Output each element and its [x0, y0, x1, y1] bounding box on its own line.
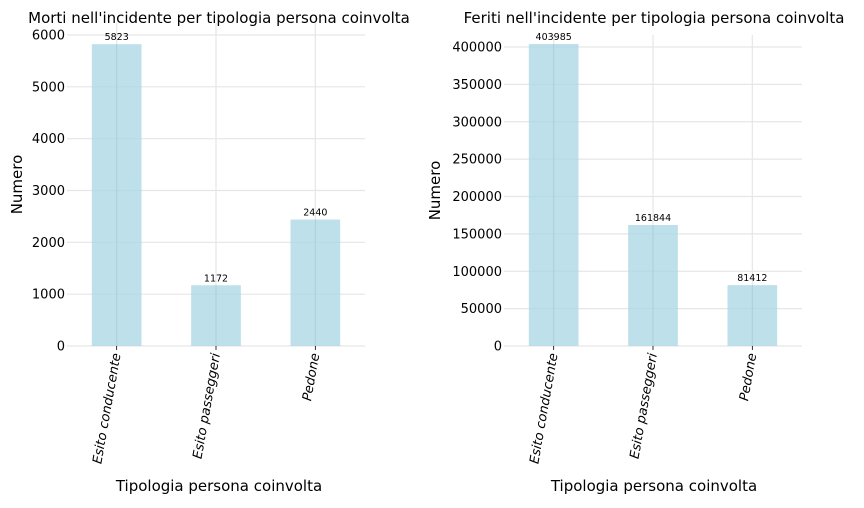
bar-value-label: 1172	[204, 273, 228, 284]
y-tick-label: 1000	[32, 288, 65, 303]
x-axis-label: Tipologia persona coinvolta	[115, 477, 322, 495]
y-axis-label: Numero	[8, 155, 26, 215]
y-tick-label: 5000	[32, 80, 65, 95]
chart-title: Morti nell'incidente per tipologia perso…	[28, 9, 410, 27]
bar	[727, 285, 778, 346]
chart-panel-deaths: Morti nell'incidente per tipologia perso…	[8, 9, 410, 495]
x-tick-label: Esito passeggeri	[191, 352, 224, 460]
x-tick-label: Esito conducente	[90, 352, 124, 465]
bar	[528, 44, 579, 347]
y-tick-label: 50000	[461, 302, 502, 317]
y-tick-label: 4000	[32, 132, 65, 147]
bar	[290, 219, 341, 346]
y-tick-label: 350000	[452, 78, 502, 93]
y-tick-label: 250000	[452, 153, 502, 168]
y-tick-label: 6000	[32, 29, 65, 44]
y-axis-label: Numero	[426, 161, 444, 221]
x-tick-label: Pedone	[737, 352, 760, 402]
bar-value-label: 2440	[303, 208, 327, 219]
bar-value-label: 161844	[635, 213, 671, 224]
bar	[191, 285, 241, 346]
y-tick-label: 200000	[452, 190, 502, 205]
y-tick-label: 100000	[452, 265, 502, 280]
bar-value-label: 5823	[105, 32, 129, 43]
bar-value-label: 81412	[737, 273, 767, 284]
y-tick-label: 150000	[452, 227, 502, 242]
chart-panel-injuries: Feriti nell'incidente per tipologia pers…	[426, 9, 844, 495]
x-tick-label: Esito conducente	[527, 352, 561, 465]
y-tick-label: 3000	[32, 184, 65, 199]
x-tick-label: Pedone	[300, 352, 323, 402]
bar	[91, 44, 142, 346]
chart-title: Feriti nell'incidente per tipologia pers…	[464, 9, 845, 27]
x-tick-label: Esito passeggeri	[628, 352, 661, 460]
y-tick-label: 0	[57, 340, 65, 355]
y-tick-label: 0	[494, 340, 502, 355]
y-tick-label: 2000	[32, 236, 65, 251]
bar-value-label: 403985	[536, 32, 572, 43]
bar	[628, 225, 678, 346]
y-tick-label: 300000	[452, 115, 502, 130]
x-axis-label: Tipologia persona coinvolta	[550, 477, 757, 495]
y-tick-label: 400000	[452, 41, 502, 56]
